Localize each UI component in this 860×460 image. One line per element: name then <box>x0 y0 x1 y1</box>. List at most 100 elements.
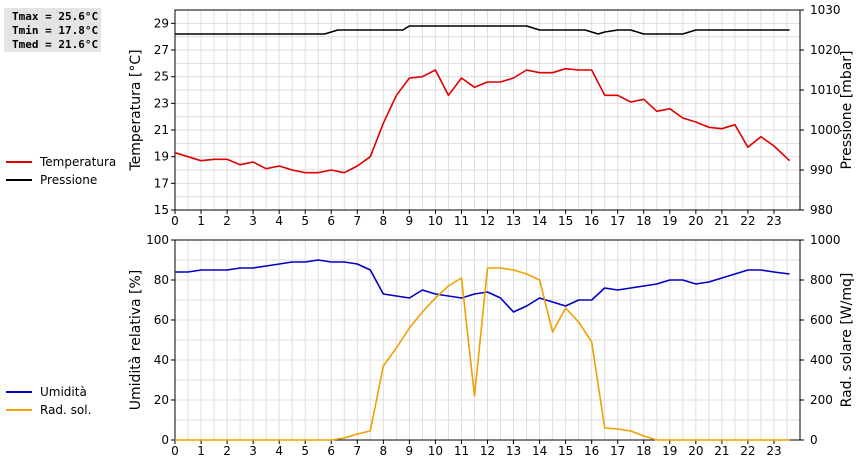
stat-tmin: Tmin = 17.8°C <box>12 24 99 37</box>
y-tick-label: 21 <box>154 123 169 137</box>
x-tick-label: 18 <box>636 214 651 228</box>
y-tick-label: 60 <box>154 313 169 327</box>
y-tick-label: 29 <box>154 16 169 30</box>
x-tick-label: 19 <box>662 214 677 228</box>
x-tick-label: 0 <box>171 214 179 228</box>
y2-tick-label: 1000 <box>810 123 841 137</box>
x-tick-label: 3 <box>249 444 257 458</box>
x-tick-label: 3 <box>249 214 257 228</box>
y2-tick-label: 800 <box>810 273 833 287</box>
stat-tmed: Tmed = 21.6°C <box>12 38 99 51</box>
x-tick-label: 2 <box>223 214 231 228</box>
legend-top: Temperatura Pressione <box>6 153 116 189</box>
legend-label: Temperatura <box>40 155 117 169</box>
x-tick-label: 7 <box>353 214 361 228</box>
x-tick-label: 1 <box>197 444 205 458</box>
y-tick-label: 23 <box>154 96 169 110</box>
y-tick-label: 20 <box>154 393 169 407</box>
legend-label: Rad. sol. <box>40 403 92 417</box>
y-tick-label: 100 <box>146 233 169 247</box>
x-tick-label: 13 <box>506 214 521 228</box>
x-tick-label: 2 <box>223 444 231 458</box>
series-line-temperatura <box>174 67 791 174</box>
legend-swatch <box>6 161 32 163</box>
y2-tick-label: 980 <box>810 203 833 217</box>
x-tick-label: 6 <box>327 214 335 228</box>
stat-tmax: Tmax = 25.6°C <box>12 10 99 23</box>
x-tick-label: 23 <box>766 214 781 228</box>
y-tick-label: 19 <box>154 150 169 164</box>
legend-swatch <box>6 179 32 181</box>
y-tick-label: 40 <box>154 353 169 367</box>
x-tick-label: 10 <box>428 214 443 228</box>
x-tick-label: 22 <box>740 444 755 458</box>
x-tick-label: 0 <box>171 444 179 458</box>
y2-tick-label: 600 <box>810 313 833 327</box>
legend-item: Rad. sol. <box>6 401 91 419</box>
y-axis-label: Umidità relativa [%] <box>128 270 144 411</box>
y2-tick-label: 0 <box>810 433 818 447</box>
y2-tick-label: 1010 <box>810 83 841 97</box>
legend-item: Pressione <box>6 171 116 189</box>
x-tick-label: 11 <box>454 444 469 458</box>
y2-axis-label: Rad. solare [W/mq] <box>839 273 855 408</box>
x-tick-label: 13 <box>506 444 521 458</box>
y2-tick-label: 1000 <box>810 233 841 247</box>
legend-label: Umidità <box>40 385 87 399</box>
y2-tick-label: 1020 <box>810 43 841 57</box>
series-line-pressione <box>175 25 790 35</box>
y-tick-label: 27 <box>154 43 169 57</box>
x-tick-label: 17 <box>610 444 625 458</box>
x-tick-label: 11 <box>454 214 469 228</box>
y-tick-label: 80 <box>154 273 169 287</box>
x-tick-label: 12 <box>480 214 495 228</box>
x-tick-label: 8 <box>380 214 388 228</box>
y2-tick-label: 400 <box>810 353 833 367</box>
x-tick-label: 14 <box>532 444 547 458</box>
y2-tick-label: 990 <box>810 163 833 177</box>
y-tick-label: 25 <box>154 70 169 84</box>
x-tick-label: 7 <box>353 444 361 458</box>
x-tick-label: 19 <box>662 444 677 458</box>
x-tick-label: 21 <box>714 214 729 228</box>
x-tick-label: 10 <box>428 444 443 458</box>
legend-swatch <box>6 409 32 411</box>
x-tick-label: 5 <box>301 444 309 458</box>
legend-label: Pressione <box>40 173 98 187</box>
x-tick-label: 22 <box>740 214 755 228</box>
x-tick-label: 15 <box>558 214 573 228</box>
y-tick-label: 17 <box>154 176 169 190</box>
y-tick-label: 0 <box>161 433 169 447</box>
stats-box: Tmax = 25.6°C Tmin = 17.8°C Tmed = 21.6°… <box>4 8 101 52</box>
legend-item: Umidità <box>6 383 91 401</box>
x-tick-label: 21 <box>714 444 729 458</box>
x-tick-label: 17 <box>610 214 625 228</box>
x-tick-label: 23 <box>766 444 781 458</box>
x-tick-label: 6 <box>327 444 335 458</box>
x-tick-label: 4 <box>275 214 283 228</box>
y2-tick-label: 200 <box>810 393 833 407</box>
series-line-rad-sol <box>175 267 790 441</box>
y-axis-label: Temperatura [°C] <box>128 49 144 171</box>
x-tick-label: 8 <box>380 444 388 458</box>
series-line-umidit <box>175 259 790 313</box>
x-tick-label: 16 <box>584 214 599 228</box>
x-tick-label: 20 <box>688 444 703 458</box>
x-tick-label: 5 <box>301 214 309 228</box>
legend-item: Temperatura <box>6 153 116 171</box>
y2-tick-label: 1030 <box>810 3 841 17</box>
y2-axis-label: Pressione [mbar] <box>839 50 855 169</box>
y-tick-label: 15 <box>154 203 169 217</box>
legend-swatch <box>6 391 32 393</box>
x-tick-label: 20 <box>688 214 703 228</box>
x-tick-label: 9 <box>406 444 414 458</box>
x-tick-label: 9 <box>406 214 414 228</box>
x-tick-label: 4 <box>275 444 283 458</box>
x-tick-label: 18 <box>636 444 651 458</box>
x-tick-label: 12 <box>480 444 495 458</box>
x-tick-label: 14 <box>532 214 547 228</box>
x-tick-label: 16 <box>584 444 599 458</box>
x-tick-label: 1 <box>197 214 205 228</box>
x-tick-label: 15 <box>558 444 573 458</box>
